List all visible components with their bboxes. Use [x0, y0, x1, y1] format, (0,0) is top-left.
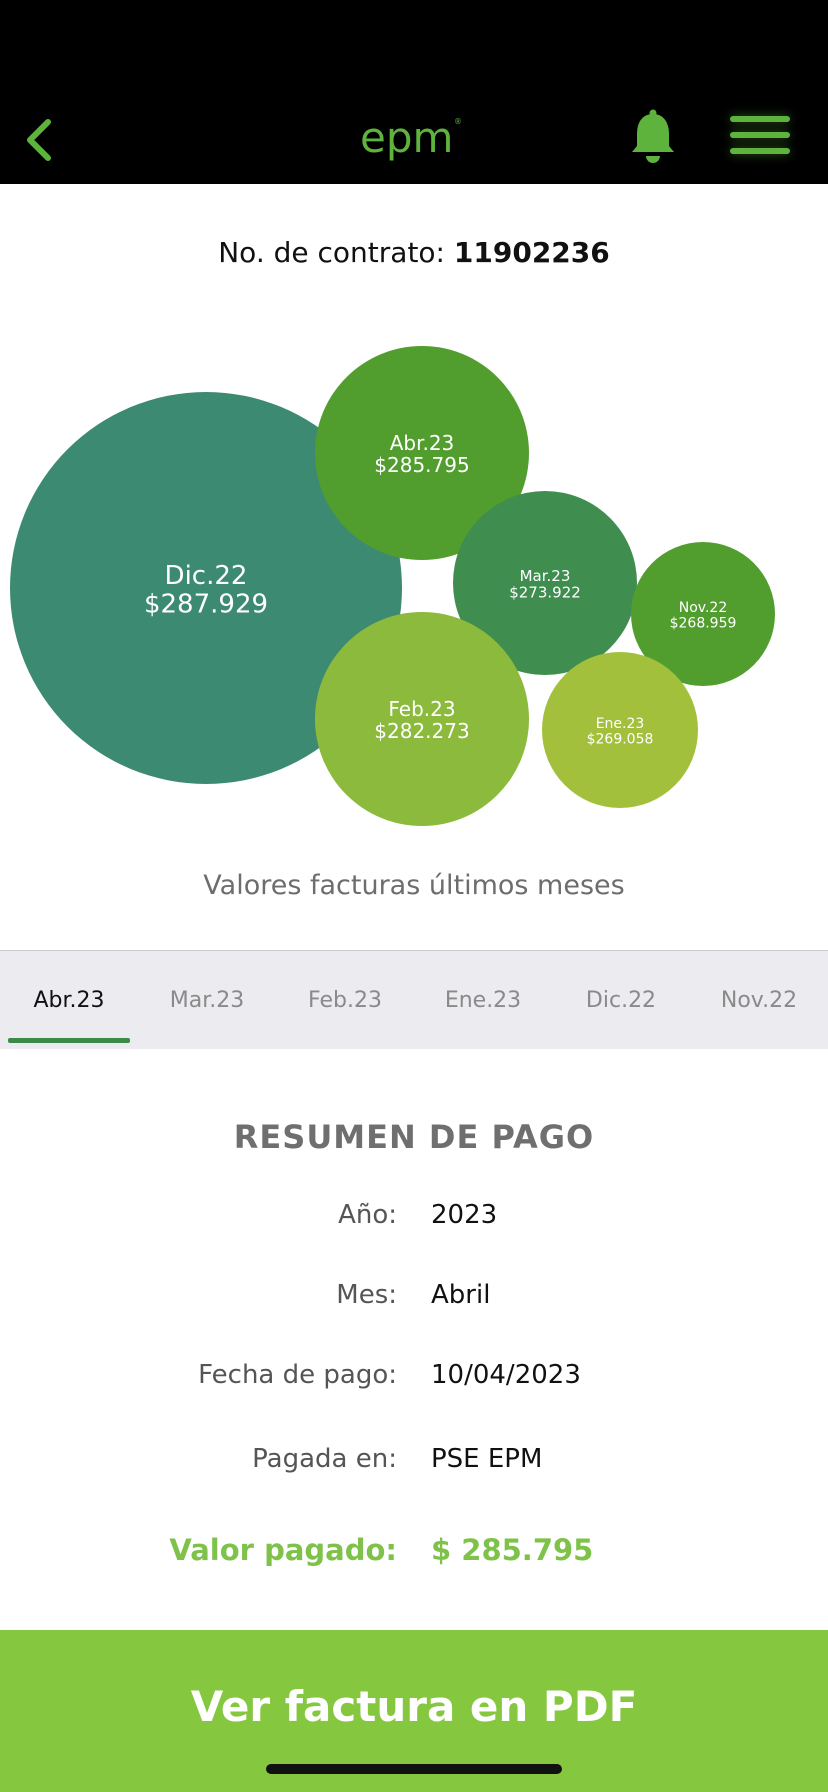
tab-ene-23[interactable]: Ene.23: [444, 987, 522, 1013]
logo-text: epm: [360, 113, 453, 162]
bubble-label-mar-23: Mar.23: [520, 567, 571, 585]
bubble-label-ene-23: Ene.23: [596, 716, 645, 732]
back-button[interactable]: [14, 112, 64, 168]
bubble-label-nov-22: Nov.22: [679, 600, 728, 616]
month-label: Mes:: [336, 1280, 397, 1310]
bubble-circle-nov-22: [631, 542, 775, 686]
tab-mar-23[interactable]: Mar.23: [169, 987, 245, 1013]
bubble-value-ene-23: $269.058: [587, 731, 654, 747]
summary-title: RESUMEN DE PAGO: [233, 1118, 595, 1156]
year-value: 2023: [431, 1200, 498, 1230]
bubble-circle-abr-23: [315, 346, 529, 560]
payment-date-value: 10/04/2023: [431, 1360, 581, 1390]
tab-dic-22[interactable]: Dic.22: [585, 987, 657, 1013]
bills-bubble-chart: Dic.22$287.929Abr.23$285.795Mar.23$273.9…: [10, 346, 775, 826]
epm-logo: epm ®: [358, 110, 468, 170]
summary-row-month: Mes: Abril: [0, 1280, 828, 1320]
year-label: Año:: [338, 1200, 397, 1230]
bubble-feb-23[interactable]: Feb.23$282.273: [315, 612, 529, 826]
bubble-label-dic-22: Dic.22: [165, 561, 248, 591]
tab-feb-23[interactable]: Feb.23: [308, 987, 382, 1013]
svg-text:®: ®: [454, 117, 462, 126]
paid-at-value: PSE EPM: [431, 1444, 543, 1474]
summary-row-amount-paid: Valor pagado: $ 285.795: [0, 1533, 828, 1573]
contract-number: No. de contrato: 11902236: [0, 236, 828, 269]
bubble-value-dic-22: $287.929: [144, 590, 268, 620]
bell-icon: [632, 109, 674, 163]
bubble-value-nov-22: $268.959: [670, 615, 737, 631]
summary-row-paid-at: Pagada en: PSE EPM: [0, 1444, 828, 1484]
hamburger-menu-icon-line: [730, 132, 790, 138]
bubble-nov-22[interactable]: Nov.22$268.959: [631, 542, 775, 686]
top-navigation-bar: epm ®: [0, 0, 828, 184]
chart-caption: Valores facturas últimos meses: [203, 870, 625, 901]
payment-date-label: Fecha de pago:: [198, 1360, 397, 1390]
bubble-ene-23[interactable]: Ene.23$269.058: [542, 652, 698, 808]
summary-row-payment-date: Fecha de pago: 10/04/2023: [0, 1360, 828, 1400]
menu-button[interactable]: [730, 116, 790, 160]
paid-at-label: Pagada en:: [252, 1444, 397, 1474]
tab-abr-23[interactable]: Abr.23: [0, 951, 138, 1049]
bubble-value-feb-23: $282.273: [374, 719, 469, 743]
notifications-button[interactable]: [628, 108, 678, 168]
contract-label: No. de contrato:: [218, 236, 445, 269]
chevron-left-icon: [27, 119, 51, 161]
amount-paid-label: Valor pagado:: [169, 1533, 397, 1567]
bubble-value-mar-23: $273.922: [509, 583, 581, 601]
bubble-circle-ene-23: [542, 652, 698, 808]
bubble-mar-23[interactable]: Mar.23$273.922: [453, 491, 637, 675]
bubble-circle-dic-22: [10, 392, 402, 784]
summary-row-year: Año: 2023: [0, 1200, 828, 1240]
contract-value: 11902236: [453, 236, 610, 269]
tab-nov-22[interactable]: Nov.22: [720, 987, 798, 1013]
amount-paid-value: $ 285.795: [431, 1533, 594, 1567]
hamburger-menu-icon-line: [730, 148, 790, 154]
month-tabs: Abr.23 Mar.23 Feb.23 Ene.23 Dic.22 Nov.22: [0, 950, 828, 1049]
bubble-value-abr-23: $285.795: [374, 453, 469, 477]
bubble-label-abr-23: Abr.23: [390, 431, 455, 455]
hamburger-menu-icon: [730, 116, 790, 122]
bubble-label-feb-23: Feb.23: [388, 697, 455, 721]
month-value: Abril: [431, 1280, 491, 1310]
bubble-abr-23[interactable]: Abr.23$285.795: [315, 346, 529, 560]
bubble-circle-feb-23: [315, 612, 529, 826]
bubble-circle-mar-23: [453, 491, 637, 675]
home-indicator: [266, 1764, 562, 1774]
bubble-dic-22[interactable]: Dic.22$287.929: [10, 392, 402, 784]
